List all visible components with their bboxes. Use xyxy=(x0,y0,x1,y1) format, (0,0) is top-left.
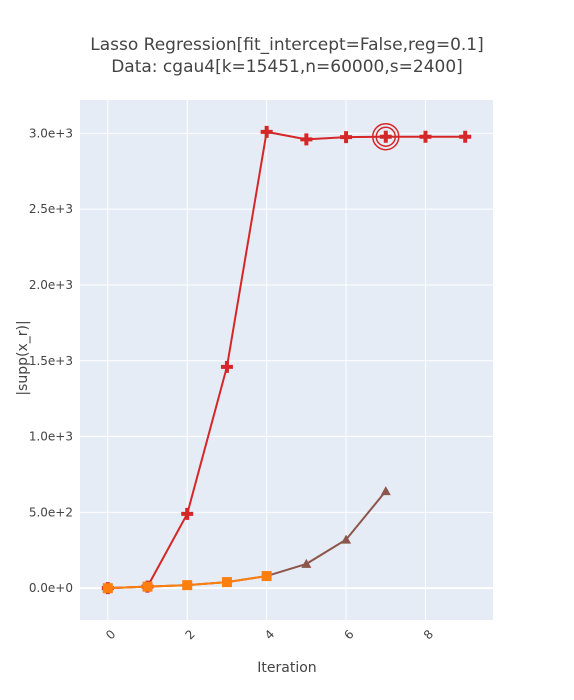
data-point xyxy=(300,133,313,146)
data-point xyxy=(182,580,193,591)
data-point xyxy=(181,507,194,520)
x-tick-label: 6 xyxy=(341,627,356,642)
chart-subtitle: Data: cgau4[k=15451,n=60000,s=2400] xyxy=(111,57,463,77)
highlight-circle-inner xyxy=(375,126,397,147)
data-point xyxy=(260,125,273,138)
data-point xyxy=(261,571,272,582)
x-axis-title: Iteration xyxy=(257,660,316,676)
x-ticks: 0 2 4 6 8 xyxy=(103,627,436,642)
y-tick-label: 3.0e+3 xyxy=(29,126,73,140)
series-layer xyxy=(101,125,472,595)
data-point xyxy=(102,583,113,594)
data-point xyxy=(419,130,432,143)
y-tick-label: 1.0e+3 xyxy=(29,430,73,444)
series-square xyxy=(102,571,272,594)
y-tick-label: 1.5e+3 xyxy=(29,354,73,368)
y-ticks: 0.0e+0 5.0e+2 1.0e+3 1.5e+3 2.0e+3 2.5e+3 3.0e… xyxy=(29,126,73,595)
highlight-circle xyxy=(372,122,400,151)
annotation-layer xyxy=(372,122,400,151)
x-tick-label: 2 xyxy=(183,627,198,642)
y-tick-label: 5.0e+2 xyxy=(29,505,73,519)
x-tick-label: 4 xyxy=(262,627,277,642)
chart-title: Lasso Regression[fit_intercept=False,reg… xyxy=(90,35,484,55)
data-point xyxy=(220,360,233,373)
data-point xyxy=(380,486,391,496)
y-tick-label: 2.5e+3 xyxy=(29,202,73,216)
plot-area xyxy=(80,100,493,620)
y-tick-label: 2.0e+3 xyxy=(29,278,73,292)
data-point xyxy=(301,558,312,568)
y-tick-label: 0.0e+0 xyxy=(29,581,73,595)
y-axis-title: |supp(x_r)| xyxy=(15,320,31,395)
data-point xyxy=(379,130,392,143)
data-point xyxy=(142,581,153,592)
data-point xyxy=(221,577,232,588)
x-tick-label: 0 xyxy=(103,627,118,642)
series-line xyxy=(107,130,466,590)
data-point xyxy=(341,534,352,544)
x-tick-label: 8 xyxy=(421,627,436,642)
data-point xyxy=(459,130,472,143)
data-point xyxy=(340,131,353,144)
